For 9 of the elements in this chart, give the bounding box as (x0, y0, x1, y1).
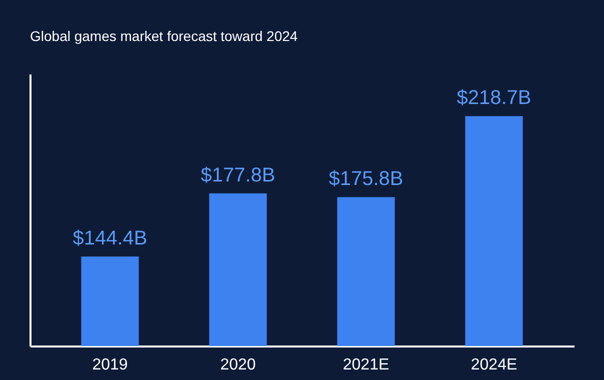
x-tick-label: 2019 (92, 356, 128, 374)
x-tick-label: 2020 (220, 356, 256, 374)
x-tick-label: 2024E (470, 356, 518, 374)
chart-title: Global games market forecast toward 2024 (30, 28, 298, 44)
x-tick-label: 2021E (342, 356, 390, 374)
data-label: $144.4B (72, 227, 148, 250)
data-label: $175.8B (328, 168, 404, 190)
data-label: $218.7B (456, 87, 532, 110)
data-label: $177.8B (200, 164, 276, 186)
